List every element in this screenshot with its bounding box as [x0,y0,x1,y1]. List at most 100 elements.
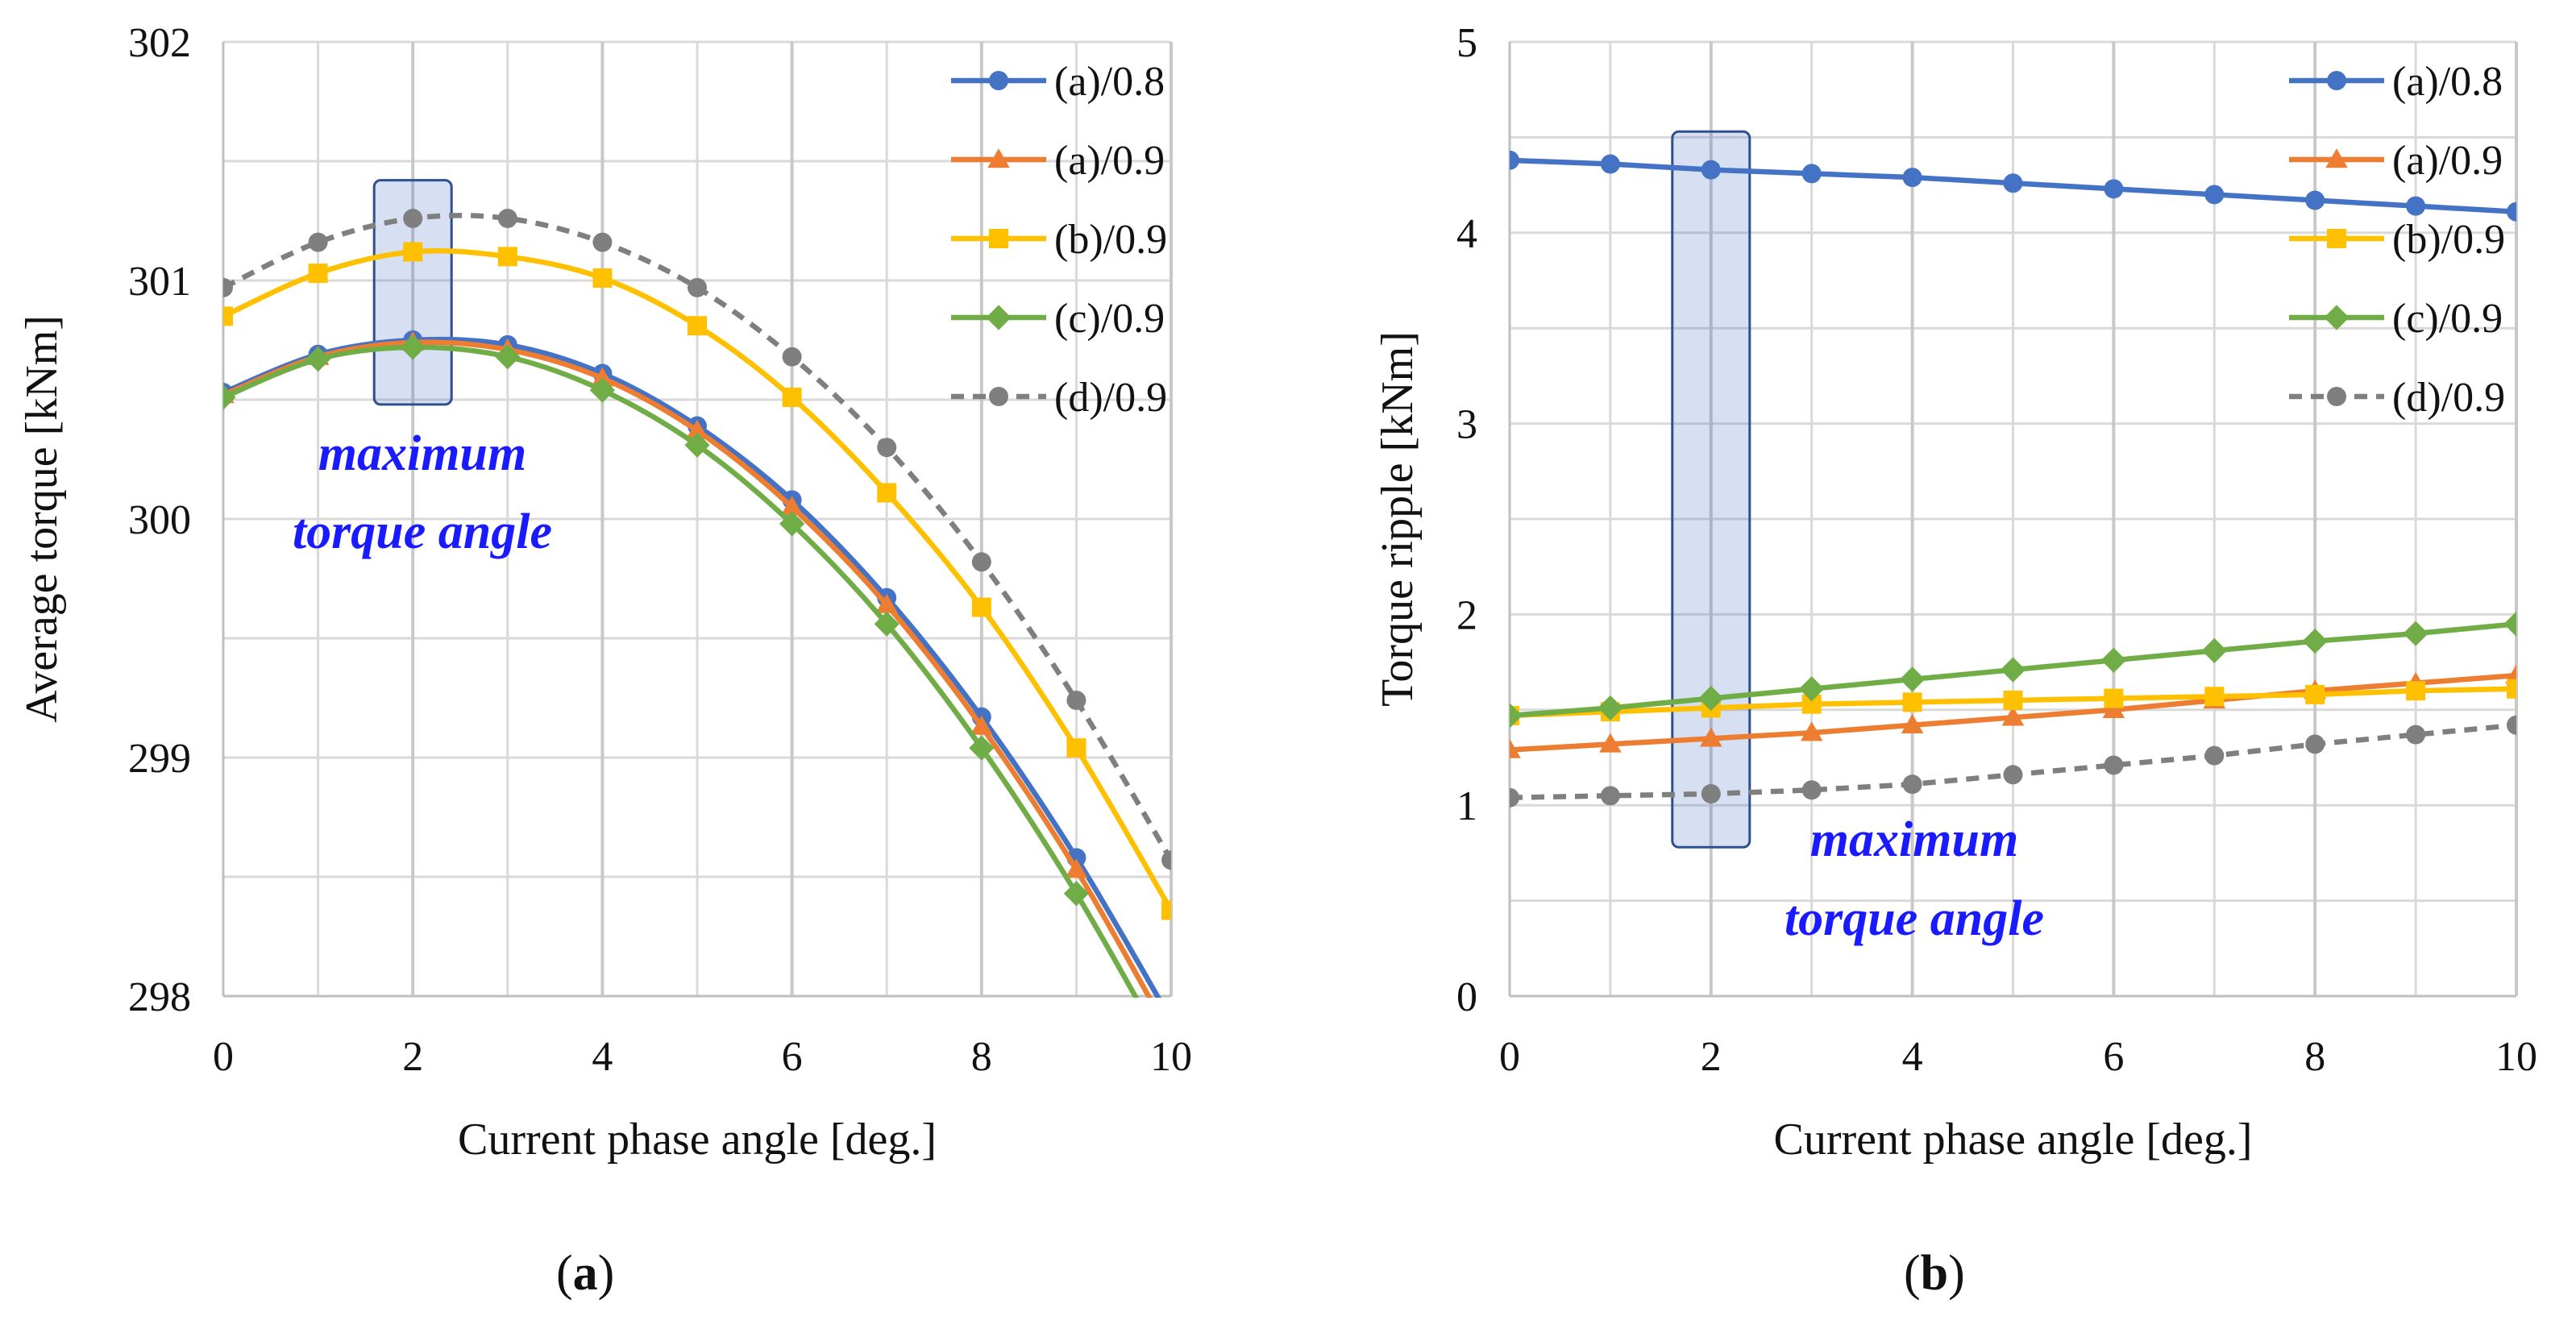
legend-label: (a)/0.8 [2392,59,2503,105]
chart-panel-b: 0 2 4 6 8 10 0 1 2 3 4 5 Current phase angle [deg.] T… [1373,20,2537,1165]
data-point [971,552,991,572]
panel-caption-b: (b) [1904,1246,1965,1301]
data-point [497,209,517,229]
annotation-line1: maximum [1810,812,2018,867]
y-tick-label: 2 [1456,592,1477,638]
data-point [877,438,897,458]
data-point [874,611,900,637]
y-tick-label: 3 [1456,402,1477,448]
x-tick-label: 2 [402,1034,423,1080]
data-point [969,735,995,761]
max-torque-highlight-box [1671,130,1751,849]
data-point [223,306,233,326]
data-point [1800,721,1823,741]
y-tick-label: 301 [128,259,191,305]
data-point [497,247,517,267]
y-tick-label: 298 [128,974,191,1020]
data-point [2001,706,2025,726]
y-tick-label: 4 [1456,211,1477,257]
data-point [2507,201,2516,222]
data-point [1700,727,1722,747]
annotation-line2: torque angle [1785,891,2044,946]
data-point [2003,173,2023,193]
chart-panel-a: 0 2 4 6 8 10 298 299 300 301 302 Current phase angl… [17,20,1192,1165]
data-point [1902,774,1922,795]
data-point [2100,647,2126,673]
data-point [1698,685,1724,712]
data-point [2305,734,2325,754]
data-point [2204,745,2225,766]
data-point [2406,196,2426,216]
data-point [780,496,804,516]
data-point [2204,687,2225,707]
data-point [223,277,233,297]
data-point [1598,695,1623,721]
data-point [1902,168,1922,188]
data-point [1701,783,1721,803]
x-tick-label: 4 [592,1034,613,1080]
y-tick-label: 299 [128,736,191,782]
data-point [403,209,423,229]
x-tick-label: 10 [1150,1034,1192,1080]
data-point [1063,881,1089,907]
legend-label: (a)/0.9 [2392,138,2503,184]
data-point [592,268,613,289]
data-point [2503,611,2516,637]
x-axis-title: Current phase angle [deg.] [1774,1115,2253,1165]
data-point [1510,787,1519,808]
legend: (a)/0.8 (a)/0.9 (b)/0.9 (c)/0.9 (d)/0.9 [2289,59,2505,421]
data-point [684,432,710,458]
legend-marker [2327,387,2346,406]
data-point [971,597,991,617]
data-point [1600,786,1620,806]
legend-marker [986,305,1012,330]
series-group [223,209,1171,998]
data-point [2201,637,2227,663]
y-tick-label: 302 [128,20,191,66]
legend-marker [989,71,1008,90]
data-point [1161,900,1171,920]
data-point [2305,684,2325,704]
data-point [1801,164,1822,184]
data-point [1600,154,1620,174]
y-tick-label: 5 [1456,20,1477,66]
legend-label: (a)/0.9 [1054,138,1165,184]
data-point [1599,733,1622,753]
series-line [223,213,1171,862]
data-point [308,232,328,252]
data-point [1801,780,1822,800]
data-point [877,483,897,503]
data-point [688,277,707,297]
data-point [970,715,993,735]
y-tick-label: 1 [1456,783,1477,829]
data-point [1900,666,1926,692]
data-point [688,316,707,336]
data-point [1066,690,1086,710]
x-tick-label: 0 [1499,1034,1520,1080]
data-point [305,347,331,372]
data-point [2505,664,2516,684]
data-point [1510,150,1519,170]
data-point [1902,692,1922,712]
legend-marker [2327,71,2346,90]
legend-marker [989,387,1008,406]
data-point [308,264,328,284]
data-point [2507,679,2516,699]
data-point [1799,676,1825,702]
annotation-line2: torque angle [293,504,552,559]
panel-caption-b-label: b [1920,1246,1949,1301]
data-point [495,344,521,370]
data-point [779,511,805,537]
series-line [223,339,1153,998]
annotation-line1: maximum [318,426,526,481]
data-point [592,232,613,252]
legend-label: (c)/0.9 [2392,296,2503,342]
legend-marker [987,148,1010,168]
data-point [1066,738,1086,758]
data-point [2204,185,2225,205]
x-tick-label: 6 [2103,1034,2124,1080]
legend-marker [2325,148,2348,168]
legend-label: (d)/0.9 [1054,375,1167,421]
data-point [1161,850,1171,870]
